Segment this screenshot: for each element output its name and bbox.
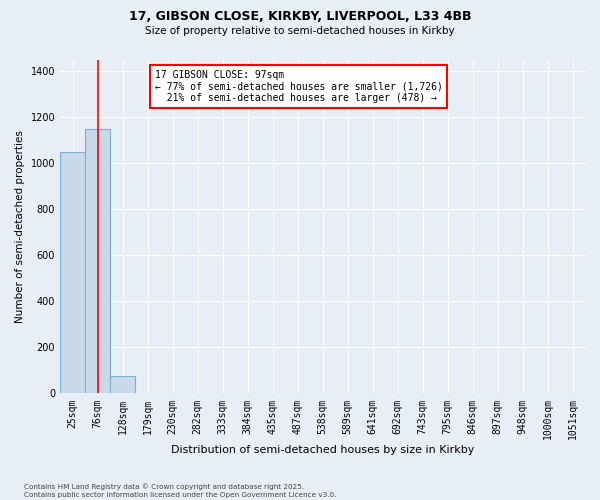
Bar bbox=[60, 152, 85, 394]
Bar bbox=[110, 376, 135, 394]
Y-axis label: Number of semi-detached properties: Number of semi-detached properties bbox=[15, 130, 25, 323]
X-axis label: Distribution of semi-detached houses by size in Kirkby: Distribution of semi-detached houses by … bbox=[171, 445, 474, 455]
Text: 17 GIBSON CLOSE: 97sqm
← 77% of semi-detached houses are smaller (1,726)
  21% o: 17 GIBSON CLOSE: 97sqm ← 77% of semi-det… bbox=[155, 70, 442, 103]
Text: Contains HM Land Registry data © Crown copyright and database right 2025.
Contai: Contains HM Land Registry data © Crown c… bbox=[24, 484, 337, 498]
Bar bbox=[135, 393, 160, 394]
Text: 17, GIBSON CLOSE, KIRKBY, LIVERPOOL, L33 4BB: 17, GIBSON CLOSE, KIRKBY, LIVERPOOL, L33… bbox=[129, 10, 471, 23]
Bar bbox=[85, 129, 110, 394]
Text: Size of property relative to semi-detached houses in Kirkby: Size of property relative to semi-detach… bbox=[145, 26, 455, 36]
